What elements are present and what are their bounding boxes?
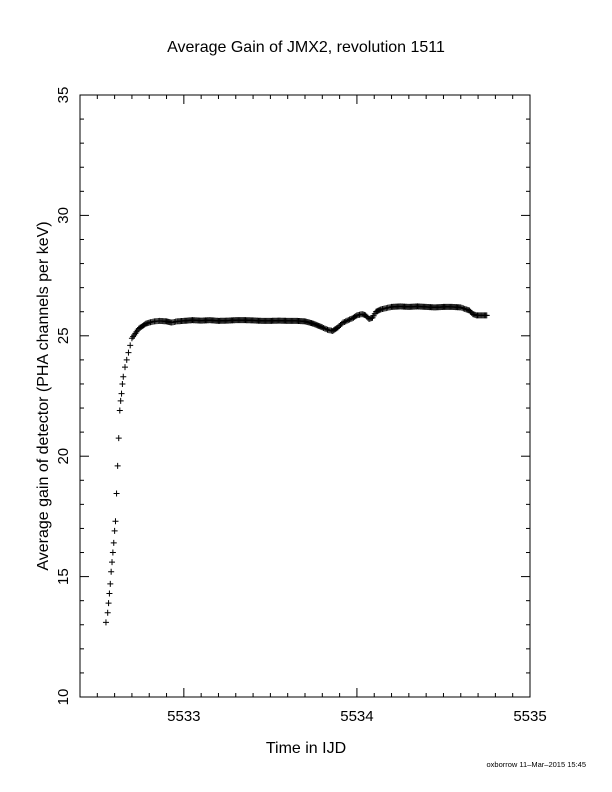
data-point [108, 568, 115, 575]
data-point [341, 318, 348, 325]
plot-frame [79, 94, 531, 698]
data-point [115, 435, 122, 442]
x-tick-label: 5533 [167, 708, 200, 725]
y-axis-label: Average gain of detector (PHA channels p… [35, 221, 52, 570]
data-point [102, 619, 109, 626]
data-point [118, 390, 125, 397]
y-tick-label: 20 [55, 448, 72, 465]
data-point [105, 600, 112, 607]
data-point [114, 462, 121, 469]
data-point [117, 397, 124, 404]
data-point [345, 317, 352, 324]
data-point [342, 318, 349, 325]
data-point [109, 559, 116, 566]
x-tick-label: 5535 [513, 708, 546, 725]
data-point [120, 373, 127, 380]
data-point [116, 407, 123, 414]
data-point [321, 325, 328, 332]
data-point [109, 549, 116, 556]
data-point [119, 380, 126, 387]
data-point [347, 315, 354, 322]
data-point [107, 580, 114, 587]
data-point [111, 527, 118, 534]
data-point [340, 319, 347, 326]
data-point [123, 356, 130, 363]
x-tick-label: 5534 [340, 708, 373, 725]
data-point [122, 364, 128, 371]
y-tick-label: 10 [55, 689, 72, 706]
data-points [102, 303, 490, 626]
data-point [127, 342, 134, 349]
y-axis: 10 15 20 25 30 35 [55, 87, 530, 706]
data-point [346, 316, 353, 323]
x-axis-label: Time in IJD [266, 740, 346, 757]
x-axis: 5533 5534 5535 [79, 95, 547, 725]
data-point [343, 317, 350, 324]
data-point [320, 324, 327, 331]
data-point [106, 590, 113, 597]
y-tick-label: 35 [55, 87, 72, 104]
data-point [113, 490, 120, 497]
data-point [125, 349, 132, 356]
data-point [319, 324, 326, 331]
chart-title: Average Gain of JMX2, revolution 1511 [167, 39, 445, 56]
y-tick-label: 30 [55, 207, 72, 224]
data-point [483, 312, 490, 319]
y-tick-label: 25 [55, 327, 72, 344]
data-point [323, 326, 330, 333]
footer-stamp: oxborrow 11–Mar–2015 15:45 [486, 760, 586, 769]
data-point [112, 518, 119, 525]
y-tick-label: 15 [55, 568, 72, 585]
data-point [104, 609, 111, 616]
data-point [110, 539, 117, 546]
